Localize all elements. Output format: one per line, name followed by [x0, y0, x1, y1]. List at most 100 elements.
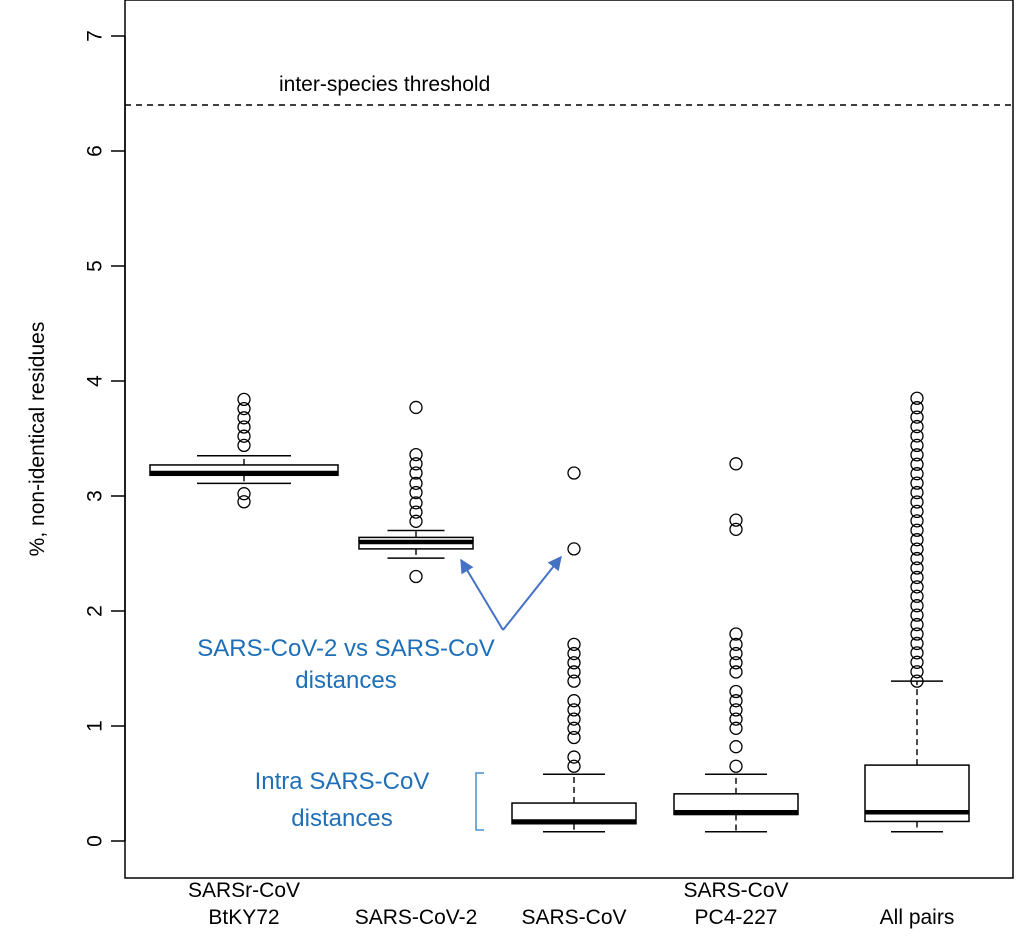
annotation-bracket — [475, 772, 484, 831]
outlier-point — [567, 646, 581, 661]
outlier-point — [910, 438, 924, 453]
box-iqr — [673, 793, 799, 816]
threshold-line: inter-species threshold — [125, 73, 1013, 106]
outlier-point — [237, 438, 251, 453]
plot-frame — [124, 0, 1014, 879]
y-tick-label: 1 — [84, 720, 107, 732]
outlier-point — [409, 569, 423, 584]
outlier-point — [729, 684, 743, 699]
outlier-point — [567, 674, 581, 688]
outlier-point — [910, 580, 924, 594]
outlier-point — [567, 656, 581, 670]
outlier-point — [910, 655, 924, 669]
outlier-point — [910, 514, 924, 528]
outlier-point — [729, 637, 743, 651]
outlier-point — [237, 392, 251, 407]
outlier-point — [409, 505, 423, 519]
outlier-point — [409, 400, 423, 415]
outlier-point — [910, 674, 924, 688]
outlier-point — [910, 646, 924, 660]
outlier-point — [910, 627, 924, 641]
outlier-point — [567, 712, 581, 726]
outlier-point — [567, 721, 581, 735]
outlier-point — [729, 513, 743, 527]
annotation-arrow — [460, 558, 504, 631]
outlier-point — [729, 627, 743, 641]
outlier-point — [409, 466, 423, 480]
outlier-point — [910, 448, 924, 462]
outlier-point — [237, 495, 251, 509]
category-label: PC4-227 — [695, 906, 778, 929]
outlier-point — [729, 740, 743, 754]
outlier-point — [910, 467, 924, 481]
outlier-point — [409, 447, 423, 462]
category-label: BtKY72 — [208, 906, 279, 929]
outlier-point — [910, 401, 924, 415]
outlier-point — [910, 542, 924, 556]
outlier-point — [910, 495, 924, 509]
annotation-label: distances — [291, 805, 392, 832]
outlier-point — [910, 561, 924, 575]
annotation-label: Intra SARS-CoV — [255, 768, 430, 795]
outlier-point — [729, 656, 743, 670]
outlier-point — [910, 429, 924, 443]
outlier-point — [910, 570, 924, 585]
outlier-point — [910, 410, 924, 424]
outlier-point — [729, 522, 743, 536]
outlier-point — [409, 485, 423, 500]
annotations: SARS-CoV-2 vs SARS-CoV distances Intra SAR… — [197, 555, 562, 832]
outlier-point — [237, 487, 251, 501]
outlier-point — [567, 730, 581, 745]
y-tick-label: 0 — [84, 835, 107, 847]
outlier-point — [729, 457, 743, 471]
outlier-point — [729, 646, 743, 661]
outlier-point — [237, 420, 251, 434]
y-axis: 0 1 2 3 4 5 6 7 — [84, 30, 126, 847]
outlier-point — [409, 457, 423, 471]
outlier-point — [910, 457, 924, 471]
outlier-point — [409, 496, 423, 510]
outlier-point — [567, 637, 581, 651]
y-tick-label: 7 — [84, 30, 107, 42]
category-label: SARSr-CoV — [188, 879, 300, 902]
outlier-point — [910, 599, 924, 613]
outlier-point — [729, 665, 743, 679]
y-tick-label: 4 — [84, 375, 107, 387]
y-tick-label: 2 — [84, 605, 107, 617]
outlier-point — [910, 476, 924, 490]
box-4 — [864, 391, 970, 833]
outlier-point — [910, 636, 924, 651]
outlier-point — [237, 401, 251, 416]
outlier-point — [567, 759, 581, 773]
box-iqr — [149, 464, 339, 477]
box-3 — [673, 457, 799, 833]
category-label: SARS-CoV — [521, 906, 626, 929]
outlier-point — [567, 750, 581, 764]
outlier-point — [237, 429, 251, 443]
outlier-point — [729, 694, 743, 708]
outlier-point — [567, 542, 581, 556]
outlier-point — [910, 608, 924, 622]
outlier-point — [237, 411, 251, 425]
annotation-arrow — [502, 555, 562, 631]
outlier-point — [567, 466, 581, 480]
outlier-point — [729, 759, 743, 773]
outlier-point — [729, 721, 743, 735]
category-label: SARS-CoV-2 — [355, 906, 478, 929]
boxes — [149, 391, 970, 833]
outlier-point — [409, 476, 423, 491]
y-tick-label: 5 — [84, 260, 107, 272]
outlier-point — [729, 712, 743, 726]
outlier-point — [910, 665, 924, 679]
box-2 — [511, 466, 637, 833]
box-1 — [358, 400, 474, 584]
box-0 — [149, 392, 339, 509]
outlier-point — [910, 551, 924, 566]
category-label: All pairs — [880, 906, 955, 929]
threshold-label: inter-species threshold — [279, 73, 490, 96]
outlier-point — [910, 504, 924, 519]
y-tick-label: 3 — [84, 490, 107, 502]
outlier-point — [910, 391, 924, 405]
outlier-point — [910, 419, 924, 434]
